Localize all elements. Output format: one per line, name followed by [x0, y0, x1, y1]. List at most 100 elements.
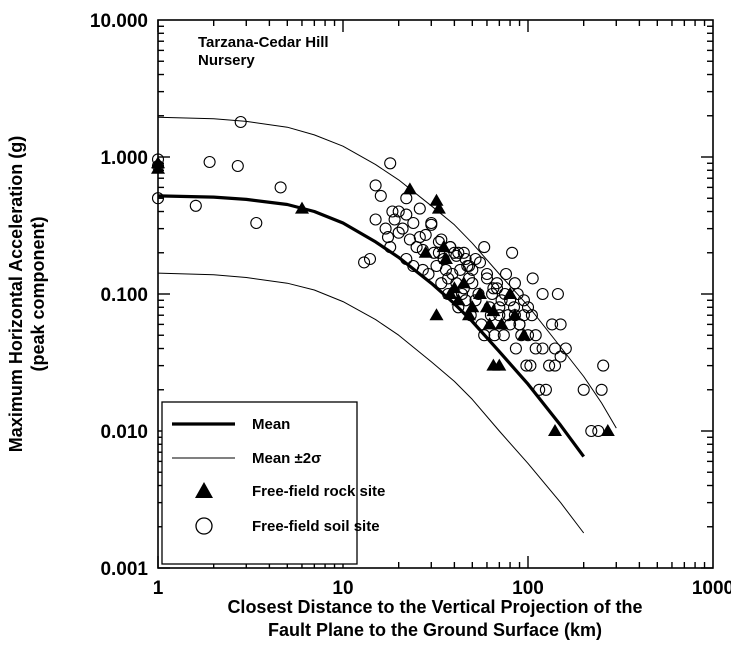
soil-site-point	[495, 294, 508, 307]
soil-site-point	[509, 342, 522, 355]
rock-site-point	[548, 424, 562, 436]
x-tick-label: 100	[512, 578, 544, 599]
rock-site-point	[482, 317, 497, 330]
soil-site-point	[546, 318, 559, 331]
rock-site-point	[462, 308, 476, 321]
rock-site-point	[600, 424, 615, 436]
soil-site-point	[410, 241, 423, 254]
soil-site-point	[517, 294, 530, 307]
soil-site-point	[413, 202, 426, 215]
soil-site-point	[480, 267, 494, 281]
soil-site-point	[413, 231, 426, 244]
y-tick-label: 10.000	[90, 11, 148, 32]
rock-site-point	[451, 293, 466, 306]
soil-site-point	[525, 309, 538, 322]
soil-site-point	[396, 222, 409, 235]
soil-site-point	[577, 383, 590, 396]
soil-site-point	[369, 179, 382, 192]
soil-site-point	[506, 246, 519, 259]
rock-site-point	[494, 317, 509, 330]
rock-site-point	[431, 201, 446, 214]
soil-site-point	[384, 157, 397, 170]
rock-site-point	[295, 201, 309, 214]
soil-site-point	[536, 287, 549, 301]
soil-site-point	[388, 213, 401, 226]
soil-site-point	[554, 318, 567, 331]
soil-site-point	[478, 329, 491, 342]
y-tick-label: 0.010	[100, 422, 148, 443]
rock-site-point	[503, 287, 518, 299]
soil-site-point	[497, 329, 510, 342]
soil-site-point	[425, 218, 438, 231]
rock-site-point	[443, 287, 458, 299]
soil-site-point	[554, 350, 567, 363]
soil-site-point	[442, 272, 455, 285]
rock-site-point	[486, 304, 501, 317]
soil-site-point	[392, 226, 405, 239]
legend-sigma-label: Mean ±2σ	[252, 450, 321, 467]
soil-site-point	[548, 359, 562, 372]
soil-site-point	[392, 205, 405, 218]
soil-site-point	[539, 383, 552, 396]
soil-site-point	[407, 216, 420, 230]
rock-site-point	[507, 308, 522, 321]
annotation-line2: Nursery	[198, 52, 255, 69]
legend-mean-label: Mean	[252, 416, 290, 433]
soil-site-point	[521, 301, 535, 314]
soil-site-point	[250, 216, 263, 230]
annotation-line1: Tarzana-Cedar Hill	[198, 34, 329, 51]
y-tick-label: 0.100	[100, 285, 148, 306]
soil-site-point	[548, 342, 562, 355]
x-axis-label-line2: Fault Plane to the Ground Surface (km)	[268, 620, 602, 640]
mean-curve	[157, 194, 585, 458]
soil-site-point	[386, 205, 399, 218]
soil-site-point	[379, 222, 392, 235]
rock-site-point	[456, 276, 471, 289]
soil-site-point	[480, 272, 494, 285]
soil-site-point	[459, 252, 472, 266]
soil-site-point	[231, 159, 244, 173]
soil-site-point	[490, 282, 504, 295]
x-axis-label-line1: Closest Distance to the Vertical Project…	[227, 597, 642, 617]
rock-site-point	[516, 328, 531, 341]
soil-site-point	[533, 383, 546, 396]
legend-triangle-marker	[195, 482, 213, 498]
soil-site-point	[457, 246, 470, 259]
soil-site-point	[455, 287, 469, 301]
rock-site-point	[429, 308, 444, 321]
rock-site-point	[402, 182, 417, 195]
soil-site-point	[189, 199, 202, 212]
soil-site-point	[151, 192, 165, 205]
soil-site-point	[452, 246, 465, 259]
y-tick-label: 1.000	[100, 148, 148, 169]
soil-site-point	[422, 267, 435, 281]
x-tick-label: 10	[332, 578, 353, 599]
soil-site-point	[358, 256, 371, 269]
soil-site-point	[403, 233, 416, 246]
tick-labels-layer: 1 10 100 1000 0.001 0.010 0.100 1.000 10.000	[90, 11, 731, 599]
rock-site-point	[429, 193, 444, 206]
rock-site-point	[465, 300, 480, 313]
soil-site-point	[487, 282, 500, 295]
mean-minus-2sigma-curve	[157, 272, 585, 534]
soil-site-point	[597, 359, 610, 372]
soil-site-point	[499, 267, 513, 281]
soil-site-point	[524, 359, 537, 372]
soil-site-point	[462, 259, 476, 273]
soil-site-point	[585, 424, 598, 438]
rock-site-point	[418, 245, 433, 258]
rock-site-point	[438, 252, 453, 264]
legend-rock-label: Free-field rock site	[252, 483, 385, 500]
legend-circle-marker	[195, 517, 213, 535]
soil-site-point	[384, 241, 397, 254]
points-layer	[151, 115, 615, 438]
soil-site-point	[595, 383, 608, 396]
x-tick-label: 1	[153, 578, 164, 599]
legend: Mean Mean ±2σ Free-field rock site Free-…	[161, 401, 385, 565]
soil-site-point	[526, 272, 539, 285]
soil-site-point	[419, 228, 432, 241]
soil-site-point	[466, 263, 479, 276]
soil-site-point	[473, 256, 487, 269]
soil-site-point	[536, 342, 549, 355]
